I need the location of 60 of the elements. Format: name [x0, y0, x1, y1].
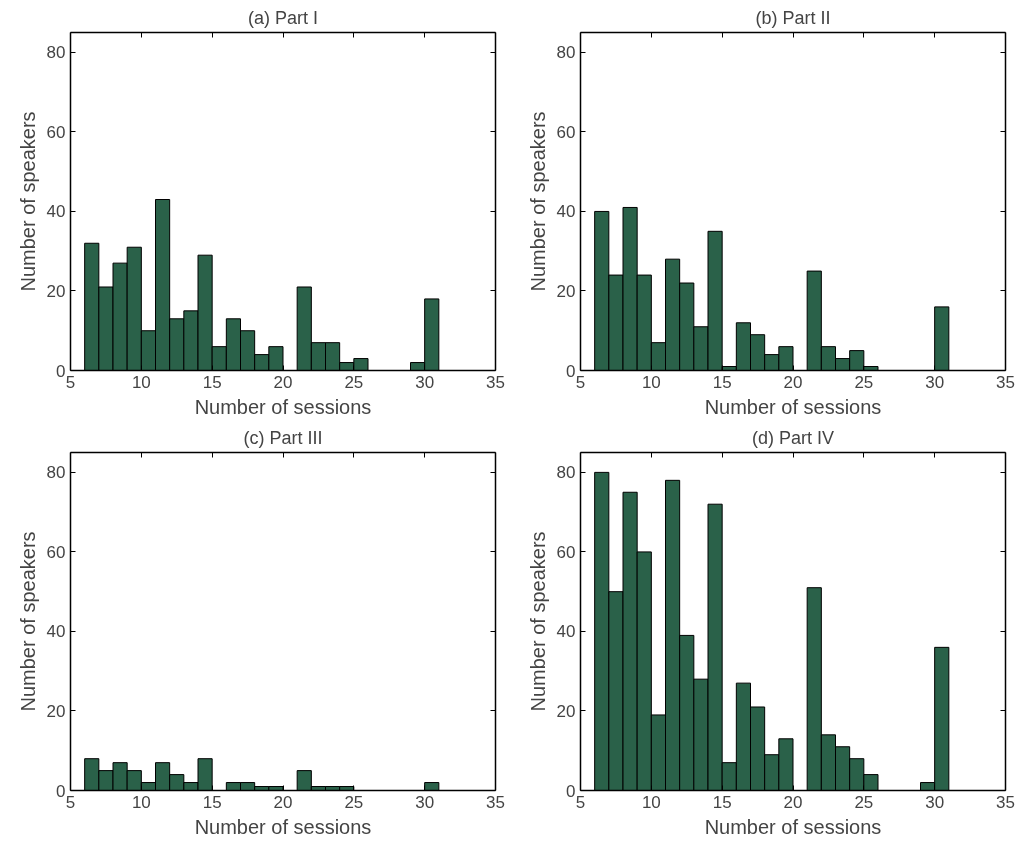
y-axis-title: Number of speakers: [16, 531, 39, 712]
x-axis-title: Number of sessions: [704, 395, 882, 418]
y-tick-label: 60: [556, 542, 576, 562]
x-tick-label: 5: [65, 372, 76, 392]
y-tick-label: 80: [556, 463, 576, 483]
x-axis-title: Number of sessions: [194, 815, 372, 838]
x-tick-label: 5: [65, 792, 76, 812]
x-tick-label: 20: [783, 792, 803, 812]
x-tick-label: 15: [202, 792, 222, 812]
x-tick-label: 30: [415, 792, 435, 812]
x-tick-label: 25: [854, 792, 874, 812]
x-axis-title: Number of sessions: [194, 395, 372, 418]
y-tick-label: 60: [46, 122, 66, 142]
y-tick-label: 80: [46, 43, 66, 63]
x-tick-label: 35: [996, 372, 1015, 392]
chart-title: (a) Part I: [247, 7, 319, 28]
chart-title: (d) Part IV: [751, 427, 835, 448]
x-tick-label: 20: [273, 372, 293, 392]
y-axis-title: Number of speakers: [526, 531, 549, 712]
y-tick-label: 80: [556, 43, 576, 63]
x-tick-label: 35: [486, 792, 505, 812]
x-tick-label: 20: [783, 372, 803, 392]
y-tick-label: 0: [566, 781, 576, 801]
y-tick-label: 20: [556, 281, 576, 301]
y-tick-label: 0: [566, 361, 576, 381]
x-tick-label: 10: [641, 372, 661, 392]
x-tick-label: 15: [202, 372, 222, 392]
y-tick-label: 20: [556, 701, 576, 721]
x-tick-label: 10: [131, 372, 151, 392]
chart-title: (c) Part III: [243, 427, 323, 448]
y-tick-label: 20: [46, 701, 66, 721]
y-tick-label: 40: [46, 202, 66, 222]
x-tick-label: 20: [273, 792, 293, 812]
y-tick-label: 40: [556, 202, 576, 222]
x-tick-label: 5: [575, 372, 586, 392]
x-tick-label: 15: [712, 372, 732, 392]
y-tick-label: 60: [556, 122, 576, 142]
x-tick-label: 10: [641, 792, 661, 812]
x-tick-label: 35: [486, 372, 505, 392]
x-tick-label: 30: [925, 372, 945, 392]
x-tick-label: 5: [575, 792, 586, 812]
x-tick-label: 35: [996, 792, 1015, 812]
y-tick-label: 20: [46, 281, 66, 301]
x-tick-label: 30: [415, 372, 435, 392]
x-tick-label: 30: [925, 792, 945, 812]
x-tick-label: 15: [712, 792, 732, 812]
x-tick-label: 10: [131, 792, 151, 812]
x-tick-label: 25: [854, 372, 874, 392]
x-tick-label: 25: [344, 792, 364, 812]
y-tick-label: 0: [56, 781, 66, 801]
y-tick-label: 40: [46, 622, 66, 642]
x-axis-title: Number of sessions: [704, 815, 882, 838]
y-tick-label: 0: [56, 361, 66, 381]
x-tick-label: 25: [344, 372, 364, 392]
y-axis-title: Number of speakers: [16, 111, 39, 292]
y-tick-label: 80: [46, 463, 66, 483]
y-axis-title: Number of speakers: [526, 111, 549, 292]
chart-title: (b) Part II: [755, 7, 831, 28]
y-tick-label: 40: [556, 622, 576, 642]
y-tick-label: 60: [46, 542, 66, 562]
